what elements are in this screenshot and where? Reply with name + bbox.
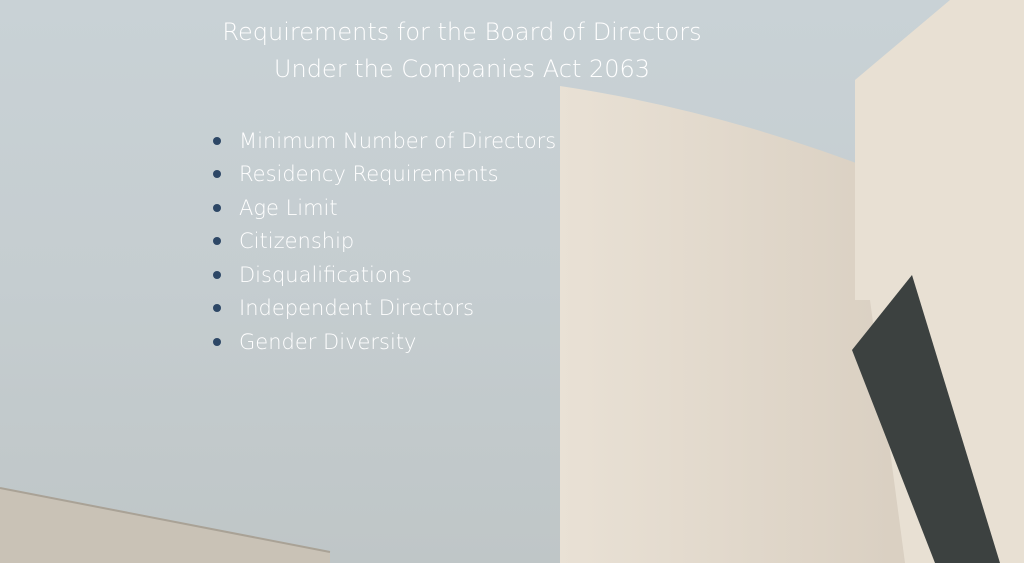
page-title: Requirements for the Board of Directors … [222,18,702,83]
list-item-label: Disqualifications [239,262,412,287]
list-item-label: Gender Diversity [239,329,417,354]
bullet-icon [213,170,221,179]
list-item-label: Citizenship [239,229,355,254]
list-item-label: Residency Requirements [239,162,499,187]
list-item: Residency Requirements [212,158,556,192]
list-item: Citizenship [212,225,556,259]
list-item: Gender Diversity [212,325,556,359]
list-item-label: Independent Directors [239,296,475,321]
list-item: Age Limit [212,191,556,225]
bullet-icon [213,337,221,346]
requirements-list: Minimum Number of Directors Residency Req… [212,124,556,359]
window-strip [852,275,1000,563]
list-item: Minimum Number of Directors [212,124,556,158]
bullet-icon [213,304,221,313]
lower-left-building [0,488,330,563]
center-building [560,86,912,563]
bullet-icon [213,203,221,212]
list-item: Independent Directors [212,292,556,326]
bullet-icon [213,270,221,279]
list-item: Disqualifications [212,258,556,292]
list-item-label: Minimum Number of Directors [239,128,557,153]
bullet-icon [213,136,221,145]
bullet-icon [213,237,221,246]
list-item-label: Age Limit [239,195,338,220]
